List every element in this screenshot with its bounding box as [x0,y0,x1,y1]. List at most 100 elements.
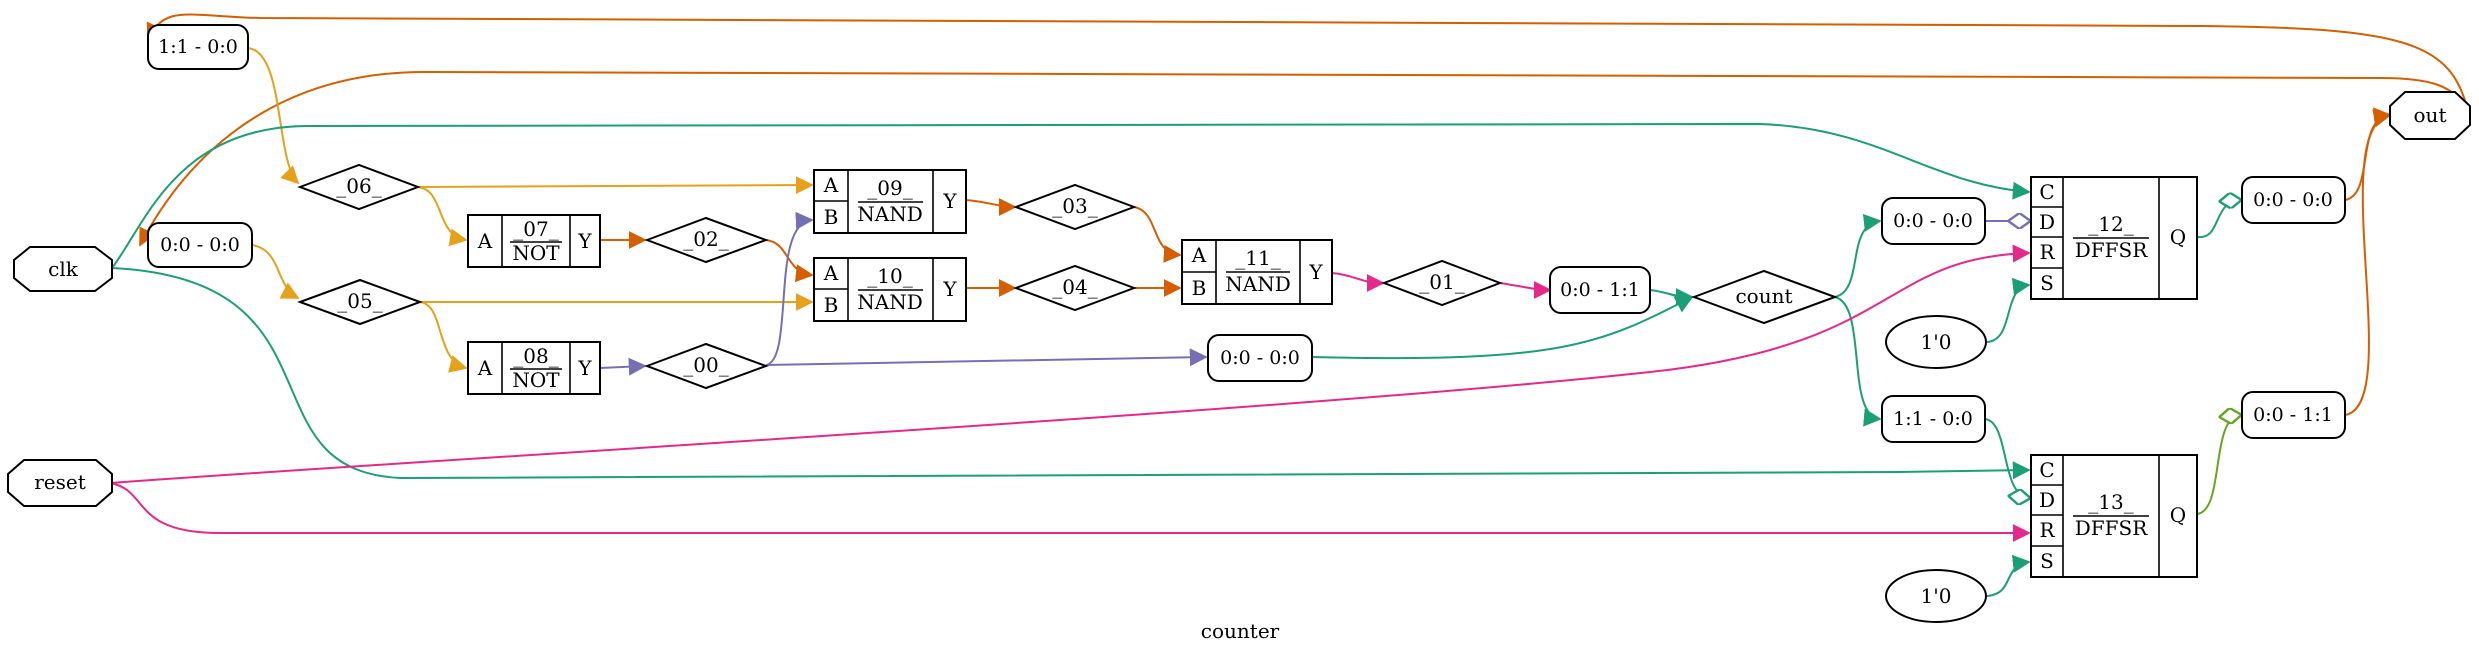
wire-c08-y-to-n00 [599,357,647,376]
cell-c08-id: _08_ [513,344,558,368]
wire-n03-to-c11-a [1133,206,1182,263]
net-count-label: count [1735,284,1792,308]
const-c12: 1'0 [1885,315,1987,369]
cell-c08-type: NOT [512,368,560,392]
wire-const13-to-c13-s [1986,554,2031,597]
wire-s-q13-to-out [2344,109,2392,416]
cell-c10-port-a: A [823,261,839,285]
diagram-title: counter [1201,619,1280,643]
cell-c13-dffsr: C D R S _13_ DFFSR Q [2030,454,2198,578]
wire-n01-to-s01 [1499,280,1552,299]
slice-top-label: 1:1 - 0:0 [158,36,238,58]
cell-c07-type: NOT [512,241,560,265]
net-n01-label: _01_ [1419,270,1464,294]
cell-c11-id: _11_ [1235,246,1280,270]
cell-c11-port-y: Y [1308,260,1323,284]
port-clk: clk [13,246,113,292]
cell-c07-not: A _07_ NOT Y [467,214,601,268]
wire-count-to-s-d13 [1834,296,1882,427]
wire-mid-slice-to-count [1311,296,1694,360]
cell-c13-port-r: R [2039,518,2055,542]
cell-c10-port-y: Y [942,277,957,301]
port-reset-label: reset [34,470,86,494]
wire-s-q12-to-out [2344,107,2392,201]
wire-clk-to-c12-c [111,122,2031,269]
net-n04: _04_ [1013,264,1137,312]
wire-const12-to-c12-s [1986,277,2031,343]
cell-c08-port-a: A [477,356,493,380]
wire-c12-q-to-s-q12 [2196,200,2240,239]
slice-d13-label: 1:1 - 0:0 [1893,408,1973,430]
wire-n06-to-c07-a [417,186,468,247]
net-n00-label: _00_ [683,353,728,377]
slice-q12-label: 0:0 - 0:0 [2253,189,2333,211]
cell-c09-port-b: B [824,205,839,229]
port-out-label: out [2414,103,2447,127]
net-n06: _06_ [297,163,421,211]
wires [109,13,2469,597]
cell-c12-type: DFFSR [2075,238,2148,262]
wire-out-to-top-slice [146,13,2469,113]
net-n01: _01_ [1381,259,1503,307]
slice-d12: 0:0 - 0:0 [1881,197,1986,245]
wire-n00-to-mid-slice [765,348,1208,367]
net-n03-label: _03_ [1052,194,1097,218]
wire-n06-to-c09-a [417,176,814,195]
slice-q13-label: 0:0 - 1:1 [2253,404,2333,426]
cell-c13-port-d: D [2039,488,2055,512]
slice-01: 0:0 - 1:1 [1549,266,1651,314]
wire-n00-to-c09-b [765,211,814,366]
slice-q12: 0:0 - 0:0 [2241,176,2346,224]
port-clk-label: clk [48,257,79,281]
cell-c10-id: _10_ [867,264,912,288]
wire-reset-to-c12-r [109,244,2031,484]
const-c12-label: 1'0 [1921,330,1952,354]
wire-top-slice-to-n06 [247,47,300,185]
cell-c12-id: _12_ [2088,212,2133,236]
cell-c11-nand: A B _11_ NAND Y [1181,239,1333,305]
cell-c13-port-c: C [2039,458,2054,482]
net-n02: _02_ [644,216,769,264]
wire-n05-to-c08-a [419,301,468,373]
net-n04-label: _04_ [1052,275,1097,299]
slice-mid: 0:0 - 0:0 [1207,334,1313,382]
net-n02-label: _02_ [683,227,728,251]
net-count: count [1691,269,1838,325]
wire-c11-y-to-n01 [1331,272,1385,292]
const-c13-label: 1'0 [1921,584,1952,608]
wire-clk-to-c13-c [111,267,2031,480]
cell-c12-port-r: R [2039,240,2055,264]
slice-d12-label: 0:0 - 0:0 [1893,210,1973,232]
slice-d13: 1:1 - 0:0 [1881,395,1986,443]
cell-c07-port-y: Y [577,229,592,253]
wire-out-to-clk-slice [139,70,2469,247]
slice-top: 1:1 - 0:0 [147,24,249,70]
net-n05-label: _05_ [337,289,382,313]
cell-c13-port-q: Q [2170,503,2186,527]
cell-c12-port-s: S [2040,271,2054,295]
cell-c10-port-b: B [824,293,839,317]
const-c13: 1'0 [1885,569,1987,623]
cell-c13-id: _13_ [2088,490,2133,514]
slice-clk-label: 0:0 - 0:0 [160,234,240,256]
wire-s-d13-to-c13-d [1984,418,2029,498]
wire-n02-to-c10-a [765,239,814,283]
cell-c11-type: NAND [1225,272,1290,296]
cell-c09-id: _09_ [867,176,912,200]
cell-c09-type: NAND [857,202,922,226]
cell-c11-port-b: B [1192,276,1207,300]
cell-c13-type: DFFSR [2075,516,2148,540]
wire-c09-y-to-n03 [965,197,1017,216]
net-n05: _05_ [297,278,423,326]
cell-c07-id: _07_ [513,217,558,241]
cell-c09-port-a: A [823,173,839,197]
cell-c08-not: A _08_ NOT Y [467,341,601,395]
cell-c07-port-a: A [477,229,493,253]
wire-count-to-s-d12 [1834,213,1882,298]
port-reset: reset [7,459,113,507]
slice-01-label: 0:0 - 1:1 [1560,279,1640,301]
net-n03: _03_ [1013,183,1137,231]
cell-c10-type: NAND [857,290,922,314]
wire-reset-to-c13-r [109,482,2031,542]
